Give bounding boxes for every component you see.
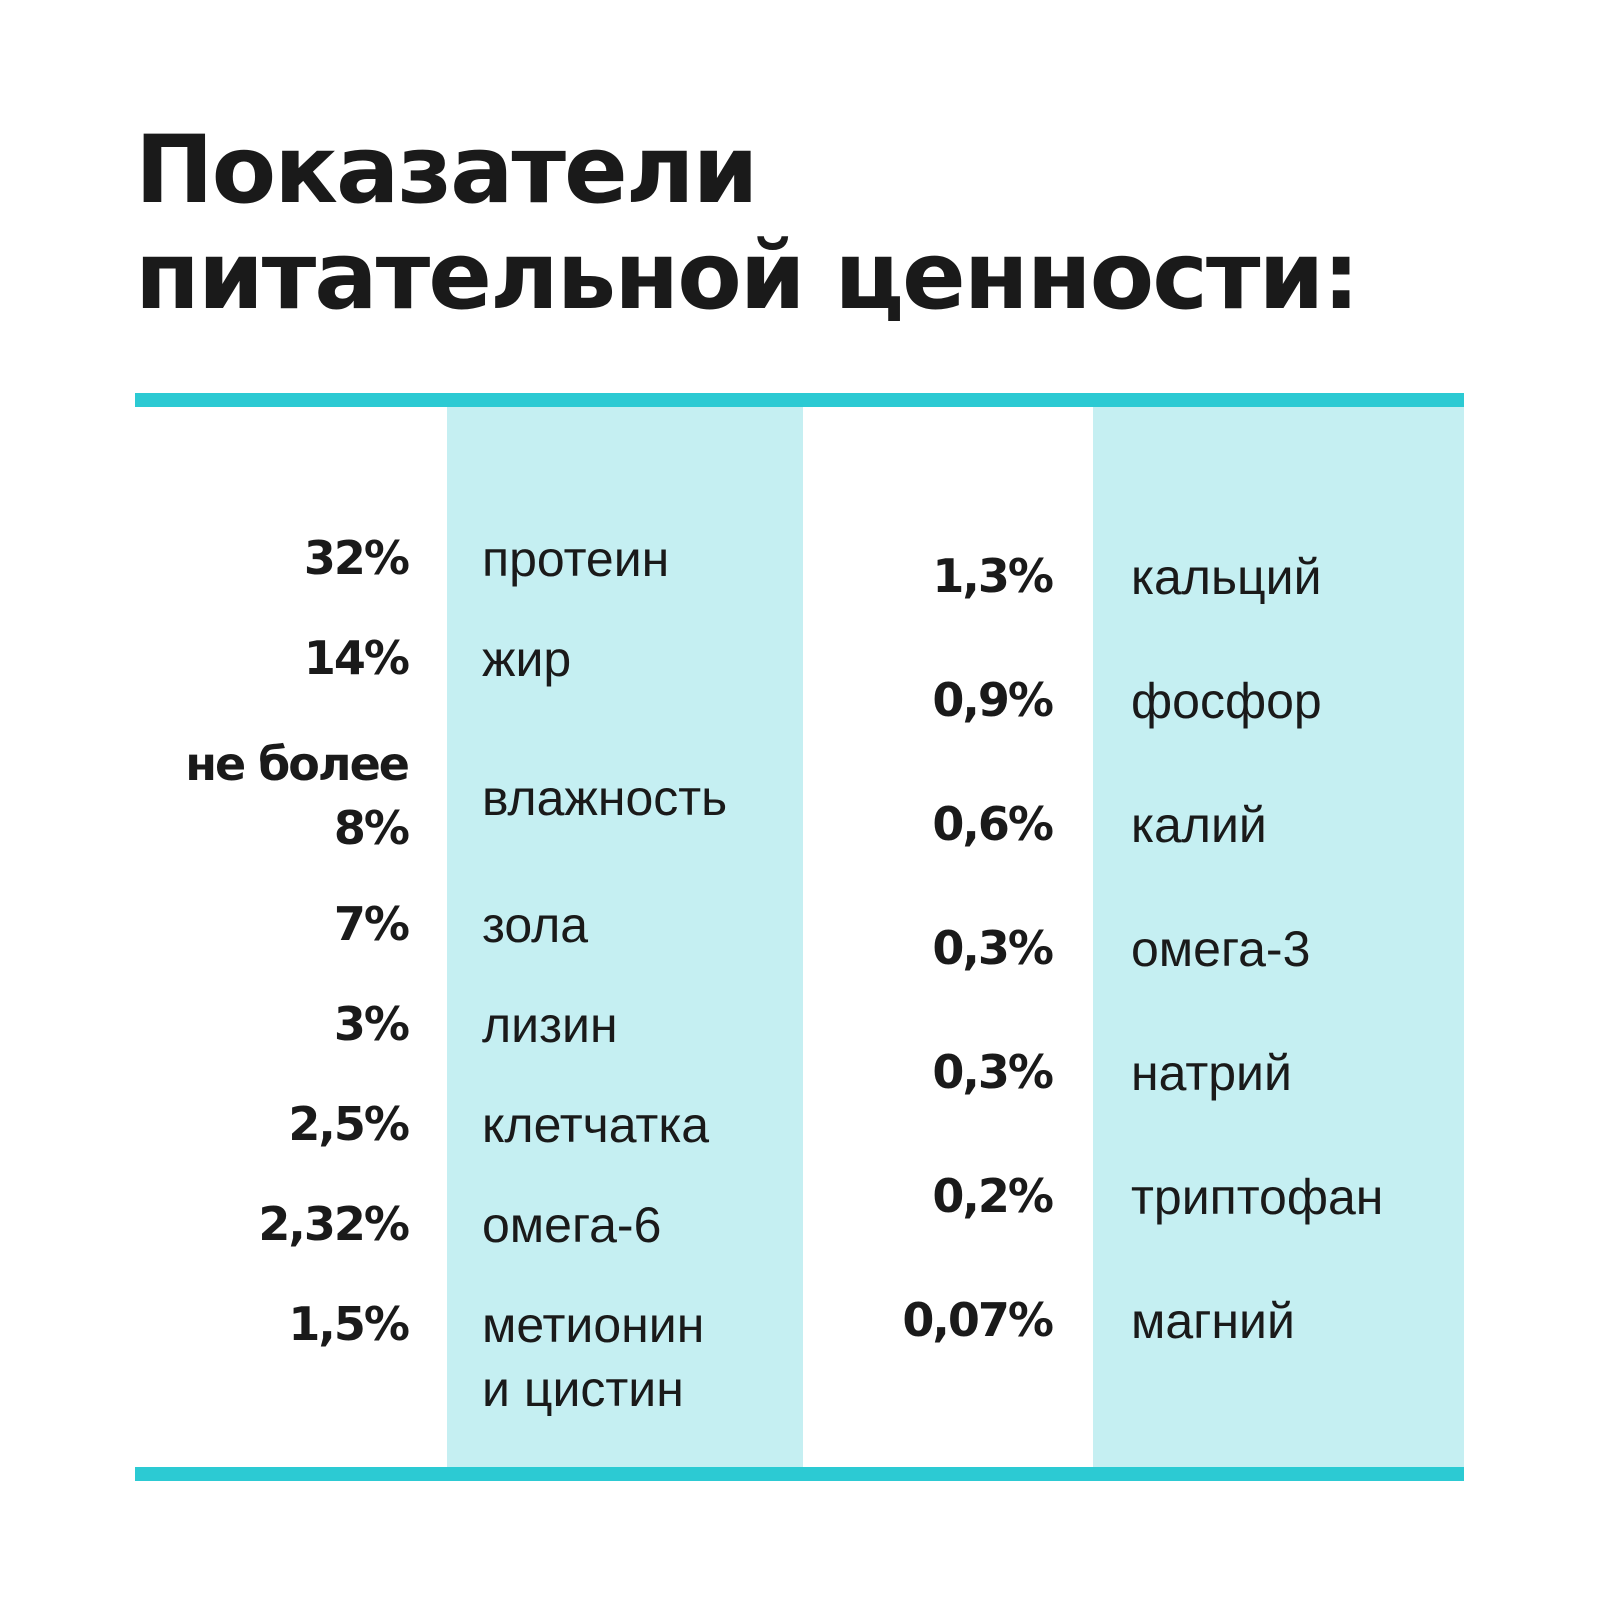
nutrient-name: омега-6 — [482, 1197, 662, 1253]
nutrient-name: кальций — [1131, 549, 1322, 605]
nutrient-value: 0,9% — [932, 673, 1054, 727]
nutrient-name: магний — [1131, 1293, 1295, 1349]
nutrient-value: 32% — [303, 531, 410, 585]
nutrient-value: 7% — [333, 897, 410, 951]
nutrient-name: фосфор — [1131, 673, 1322, 729]
nutrient-value: 14% — [303, 631, 410, 685]
nutrient-value: 0,3% — [932, 1045, 1054, 1099]
page-title: Показатели питательной ценности: — [135, 116, 1360, 331]
nutrient-value: 3% — [333, 997, 410, 1051]
nutrient-name: зола — [482, 897, 589, 953]
nutrient-name: жир — [482, 631, 572, 687]
nutrient-name: протеин — [482, 531, 670, 587]
top-accent-rule — [135, 393, 1464, 407]
nutrient-value: 0,2% — [932, 1169, 1054, 1223]
nutrient-value: 0,3% — [932, 921, 1054, 975]
left-names-band — [447, 407, 803, 1467]
nutrient-name: натрий — [1131, 1045, 1292, 1101]
bottom-accent-rule — [135, 1467, 1464, 1481]
nutrient-value: 2,32% — [258, 1197, 410, 1251]
nutrient-value: 1,3% — [932, 549, 1054, 603]
nutrient-name: влажность — [482, 770, 728, 826]
nutrient-value: 1,5% — [288, 1297, 410, 1351]
nutrient-value: 0,07% — [902, 1293, 1054, 1347]
nutrient-name: триптофан — [1131, 1169, 1384, 1225]
nutrient-value: не более 8% — [185, 737, 410, 855]
nutrient-value: 0,6% — [932, 797, 1054, 851]
nutrient-name: клетчатка — [482, 1097, 710, 1153]
nutrient-name: лизин — [482, 997, 618, 1053]
nutrient-name: омега-3 — [1131, 921, 1311, 977]
nutrient-name: калий — [1131, 797, 1267, 853]
right-names-band — [1093, 407, 1464, 1467]
nutrient-value: 2,5% — [288, 1097, 410, 1151]
nutrient-name: метионин и цистин — [482, 1297, 705, 1417]
